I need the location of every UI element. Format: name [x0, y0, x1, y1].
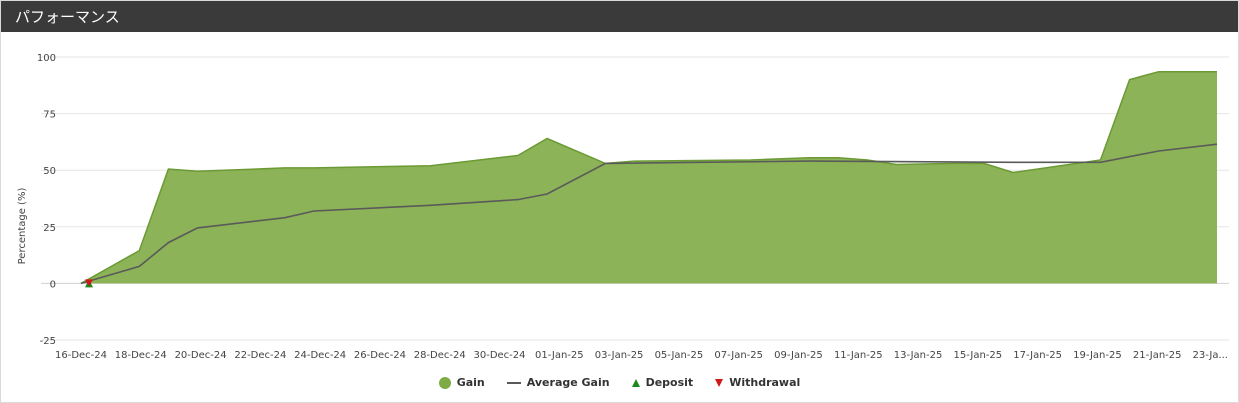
gain-line: [80, 70, 1217, 285]
legend-average-gain-label: Average Gain: [526, 376, 610, 389]
x-tick-label: 24-Dec-24: [294, 350, 346, 361]
performance-chart: -25 0 25 50 75 100 16-Dec-24 18-Dec-24 20-Dec-2…: [17, 53, 1229, 361]
legend-gain-label: Gain: [456, 376, 485, 389]
x-tick-label: 13-Jan-25: [894, 350, 943, 361]
gain-legend-swatch: [438, 376, 451, 389]
x-tick-label: 16-Dec-24: [55, 350, 107, 361]
legend-withdrawal-label: Withdrawal: [729, 376, 801, 389]
legend-average-gain[interactable]: Average Gain: [506, 376, 610, 389]
x-tick-label: 15-Jan-25: [954, 350, 1003, 361]
x-tick-label: 22-Dec-24: [234, 350, 286, 361]
x-tick-label: 09-Jan-25: [774, 350, 823, 361]
legend-withdrawal[interactable]: Withdrawal: [715, 376, 800, 389]
y-tick-label: 75: [43, 110, 56, 121]
y-axis-label: Percentage (%): [17, 188, 28, 265]
average-gain-legend-swatch: [506, 381, 521, 384]
withdrawal-marker[interactable]: [85, 279, 93, 287]
y-tick-label: 25: [43, 223, 56, 234]
x-tick-label: 17-Jan-25: [1013, 350, 1062, 361]
y-tick-label: -25: [40, 336, 56, 347]
marker-layer: [85, 279, 93, 288]
x-tick-label: 07-Jan-25: [714, 350, 763, 361]
triangle-down-icon: [715, 378, 724, 387]
triangle-up-icon: [631, 378, 640, 387]
y-axis-ticks: -25 0 25 50 75 100: [37, 53, 56, 347]
x-tick-label: 23-Ja...: [1192, 350, 1228, 361]
y-tick-label: 100: [37, 53, 56, 64]
y-tick-label: 50: [43, 166, 56, 177]
legend-deposit-label: Deposit: [645, 376, 694, 389]
x-tick-label: 11-Jan-25: [834, 350, 883, 361]
x-tick-label: 20-Dec-24: [175, 350, 227, 361]
x-tick-label: 03-Jan-25: [595, 350, 644, 361]
x-axis-ticks: 16-Dec-24 18-Dec-24 20-Dec-24 22-Dec-24 24-D…: [55, 350, 1228, 361]
legend-deposit[interactable]: Deposit: [631, 376, 694, 389]
x-tick-label: 05-Jan-25: [655, 350, 704, 361]
gain-area-layer: [80, 70, 1217, 285]
x-tick-label: 21-Jan-25: [1133, 350, 1182, 361]
legend-gain[interactable]: Gain: [438, 376, 485, 389]
x-tick-label: 19-Jan-25: [1073, 350, 1122, 361]
average-gain-line: [80, 143, 1218, 285]
average-line-layer: [80, 143, 1218, 285]
x-tick-label: 30-Dec-24: [474, 350, 526, 361]
gain-area: [81, 71, 1217, 284]
panel-title: パフォーマンス: [1, 1, 1238, 32]
x-tick-label: 18-Dec-24: [115, 350, 167, 361]
x-tick-label: 26-Dec-24: [354, 350, 406, 361]
x-tick-label: 28-Dec-24: [414, 350, 466, 361]
x-tick-label: 01-Jan-25: [535, 350, 584, 361]
chart-legend: Gain Average Gain Deposit Withdrawal: [1, 376, 1238, 389]
y-tick-label: 0: [50, 279, 56, 290]
